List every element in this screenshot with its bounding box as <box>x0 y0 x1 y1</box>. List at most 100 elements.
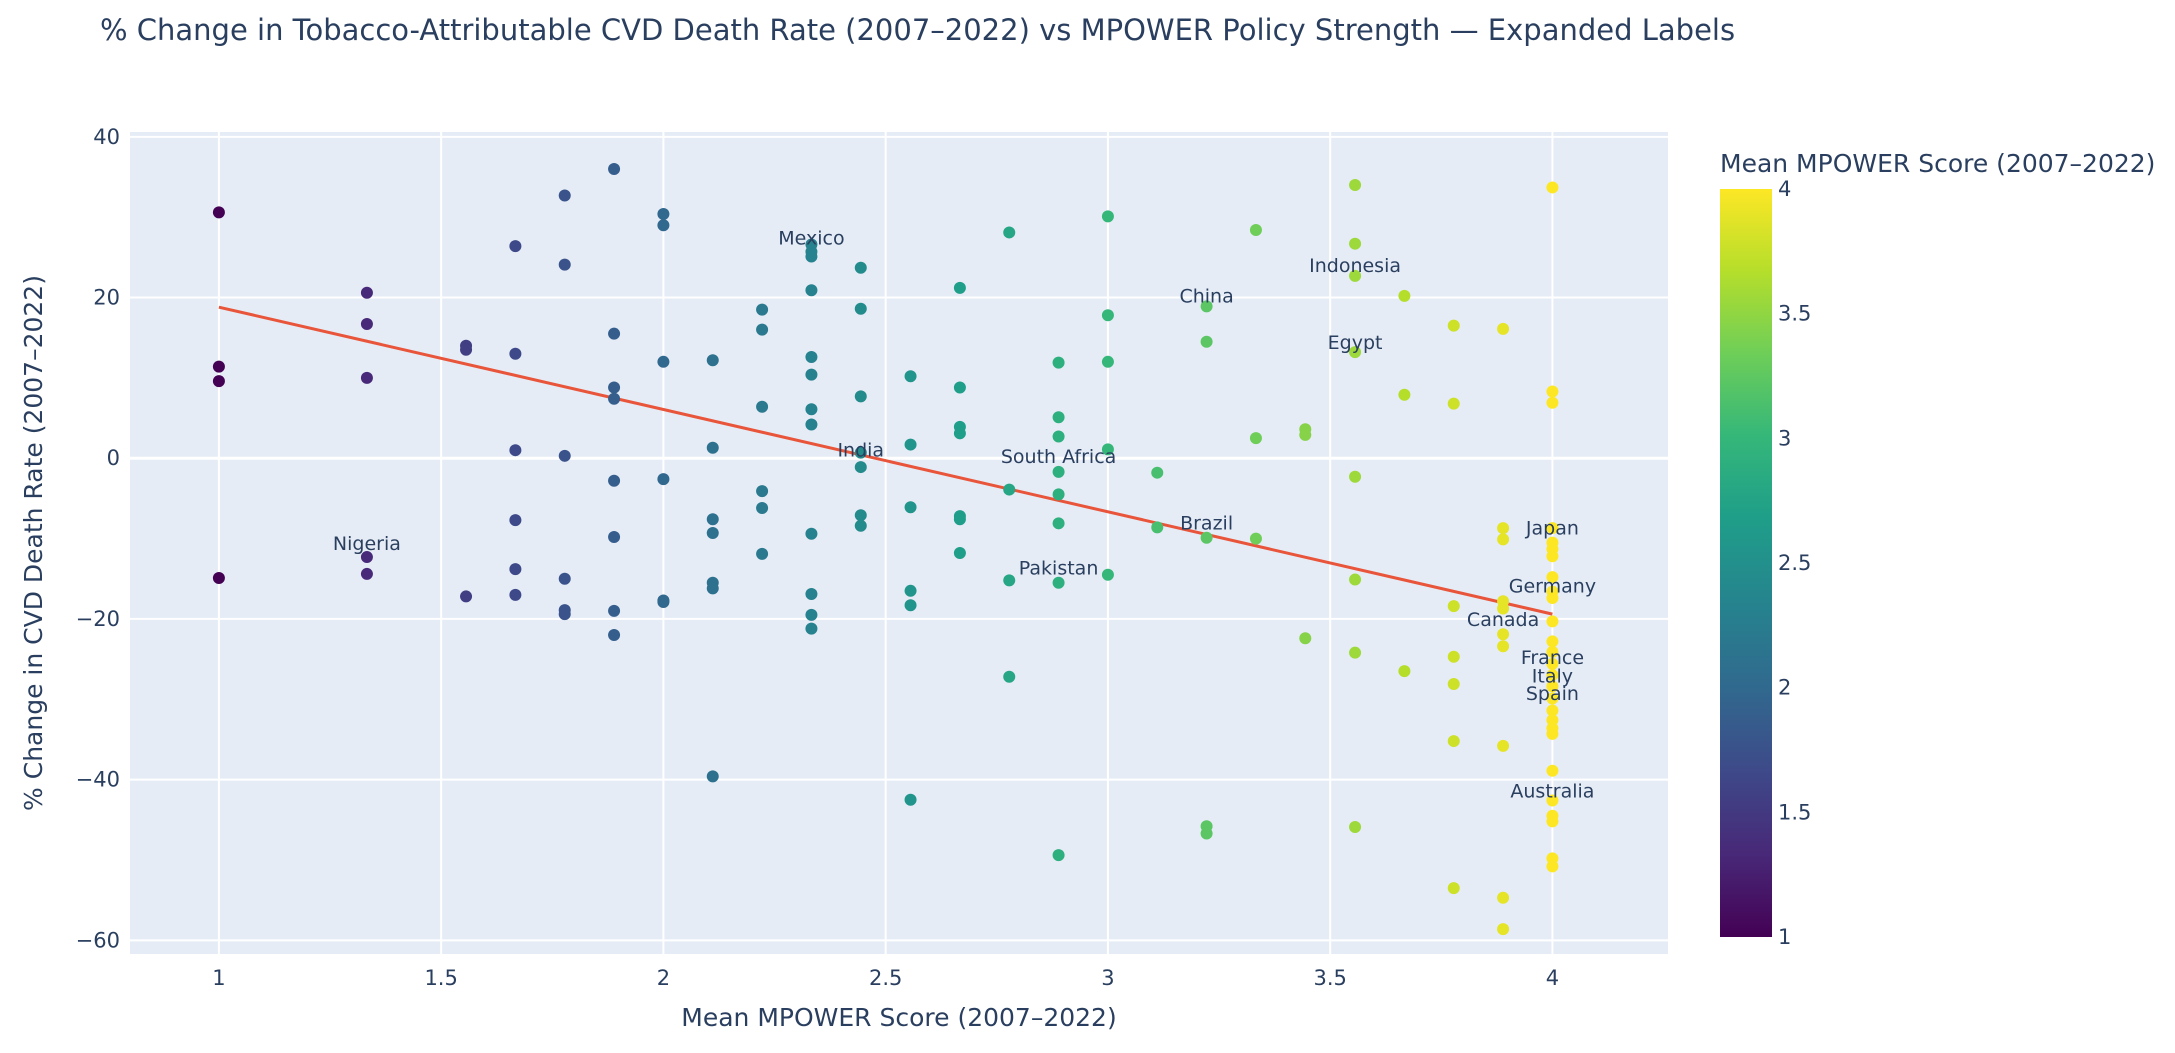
data-point[interactable] <box>558 572 571 585</box>
data-point[interactable] <box>706 582 719 595</box>
data-point[interactable] <box>657 355 670 368</box>
data-point[interactable] <box>460 343 473 356</box>
data-point[interactable] <box>854 509 867 522</box>
data-point[interactable] <box>1546 860 1559 873</box>
data-point[interactable] <box>558 258 571 271</box>
data-point[interactable] <box>1497 739 1510 752</box>
data-point[interactable] <box>756 547 769 560</box>
data-point[interactable] <box>756 303 769 316</box>
data-point[interactable] <box>608 474 621 487</box>
data-point[interactable] <box>558 608 571 621</box>
data-point[interactable] <box>904 599 917 612</box>
data-point[interactable] <box>953 547 966 560</box>
data-point[interactable] <box>1200 531 1213 544</box>
data-point[interactable] <box>1349 573 1362 586</box>
data-point[interactable] <box>360 286 373 299</box>
data-point[interactable] <box>1447 650 1460 663</box>
data-point[interactable] <box>1200 827 1213 840</box>
data-point[interactable] <box>1497 923 1510 936</box>
data-point[interactable] <box>805 250 818 263</box>
data-point[interactable] <box>854 461 867 474</box>
data-point[interactable] <box>608 604 621 617</box>
data-point[interactable] <box>657 207 670 220</box>
data-point[interactable] <box>1003 670 1016 683</box>
data-point[interactable] <box>212 206 225 219</box>
data-point[interactable] <box>212 571 225 584</box>
data-point[interactable] <box>1546 692 1559 705</box>
data-point[interactable] <box>608 392 621 405</box>
data-point[interactable] <box>360 551 373 564</box>
data-point[interactable] <box>706 526 719 539</box>
data-point[interactable] <box>1497 602 1510 615</box>
data-point[interactable] <box>1101 443 1114 456</box>
data-point[interactable] <box>509 563 522 576</box>
data-point[interactable] <box>1349 179 1362 192</box>
data-point[interactable] <box>1546 615 1559 628</box>
data-point[interactable] <box>756 485 769 498</box>
data-point[interactable] <box>509 588 522 601</box>
data-point[interactable] <box>805 350 818 363</box>
data-point[interactable] <box>1546 571 1559 584</box>
data-point[interactable] <box>904 501 917 514</box>
data-point[interactable] <box>657 473 670 486</box>
data-point[interactable] <box>1546 794 1559 807</box>
data-point[interactable] <box>1349 646 1362 659</box>
data-point[interactable] <box>1349 237 1362 250</box>
data-point[interactable] <box>805 608 818 621</box>
data-point[interactable] <box>1497 322 1510 335</box>
data-point[interactable] <box>360 371 373 384</box>
data-point[interactable] <box>1546 635 1559 648</box>
data-point[interactable] <box>608 629 621 642</box>
data-point[interactable] <box>1200 300 1213 313</box>
data-point[interactable] <box>1497 628 1510 641</box>
data-point[interactable] <box>1101 568 1114 581</box>
data-point[interactable] <box>1249 432 1262 445</box>
data-point[interactable] <box>854 446 867 459</box>
data-point[interactable] <box>953 381 966 394</box>
data-point[interactable] <box>1052 517 1065 530</box>
data-point[interactable] <box>1003 483 1016 496</box>
data-point[interactable] <box>1398 289 1411 302</box>
data-point[interactable] <box>1052 849 1065 862</box>
data-point[interactable] <box>1349 269 1362 282</box>
data-point[interactable] <box>953 281 966 294</box>
data-point[interactable] <box>756 323 769 336</box>
data-point[interactable] <box>1151 521 1164 534</box>
data-point[interactable] <box>1052 576 1065 589</box>
data-point[interactable] <box>1299 632 1312 645</box>
data-point[interactable] <box>1447 397 1460 410</box>
data-point[interactable] <box>608 530 621 543</box>
data-point[interactable] <box>1052 411 1065 424</box>
data-point[interactable] <box>706 770 719 783</box>
data-point[interactable] <box>805 418 818 431</box>
data-point[interactable] <box>1546 522 1559 535</box>
data-point[interactable] <box>904 438 917 451</box>
data-point[interactable] <box>1052 465 1065 478</box>
data-point[interactable] <box>1546 550 1559 563</box>
data-point[interactable] <box>212 360 225 373</box>
data-point[interactable] <box>1249 224 1262 237</box>
data-point[interactable] <box>706 513 719 526</box>
data-point[interactable] <box>756 400 769 413</box>
data-point[interactable] <box>854 519 867 532</box>
data-point[interactable] <box>1003 574 1016 587</box>
data-point[interactable] <box>1546 645 1559 658</box>
data-point[interactable] <box>1052 430 1065 443</box>
data-point[interactable] <box>1546 704 1559 717</box>
data-point[interactable] <box>1546 764 1559 777</box>
data-point[interactable] <box>212 375 225 388</box>
data-point[interactable] <box>657 219 670 232</box>
data-point[interactable] <box>1497 891 1510 904</box>
data-point[interactable] <box>608 381 621 394</box>
data-point[interactable] <box>558 189 571 202</box>
data-point[interactable] <box>1447 319 1460 332</box>
data-point[interactable] <box>805 527 818 540</box>
data-point[interactable] <box>706 441 719 454</box>
data-point[interactable] <box>706 354 719 367</box>
data-point[interactable] <box>854 261 867 274</box>
data-point[interactable] <box>1052 488 1065 501</box>
data-point[interactable] <box>1546 657 1559 670</box>
data-point[interactable] <box>1447 678 1460 691</box>
data-point[interactable] <box>509 514 522 527</box>
data-point[interactable] <box>1101 210 1114 223</box>
